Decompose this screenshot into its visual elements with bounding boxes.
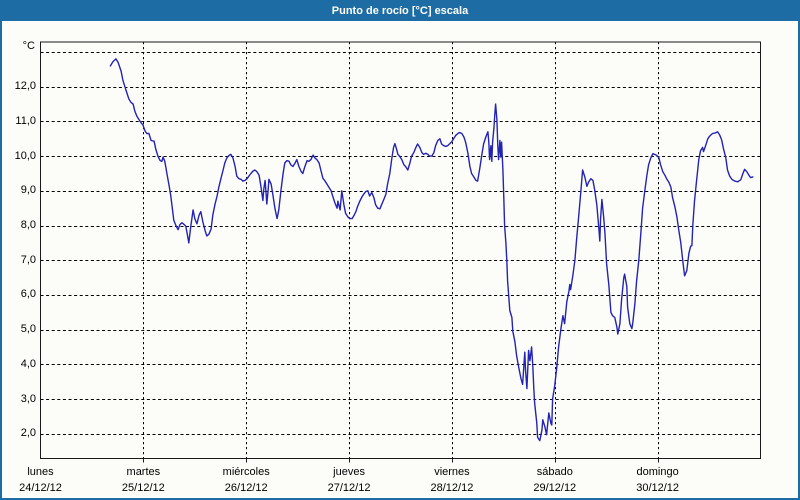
x-axis-date-label: 25/12/12 [121, 482, 165, 494]
x-axis-date-label: 26/12/12 [224, 482, 268, 494]
x-axis-date-label: 30/12/12 [636, 482, 680, 494]
vertical-gridlines [143, 42, 659, 459]
x-axis-date-label: 29/12/12 [533, 482, 577, 494]
x-axis-day-label: martes [126, 466, 161, 478]
horizontal-gridlines [40, 52, 761, 435]
x-axis-day-label: sábado [536, 466, 573, 478]
y-axis-unit-label: °C [22, 40, 35, 52]
x-axis-day-label: lunes [27, 466, 54, 478]
x-axis-day-label: domingo [636, 466, 679, 478]
x-axis-date-label: 27/12/12 [327, 482, 371, 494]
y-axis-tick-label: 10,0 [14, 149, 36, 162]
y-axis-tick-label: 4,0 [20, 357, 36, 370]
y-axis-tick-label: 7,0 [20, 253, 36, 266]
chart-title: Punto de rocío [°C] escala [331, 5, 469, 17]
x-axis-day-label: viernes [434, 466, 470, 478]
y-axis-tick-label: 5,0 [20, 323, 36, 336]
title-bar: Punto de rocío [°C] escala [2, 2, 798, 21]
y-axis-tick-label: 9,0 [20, 184, 36, 197]
y-axis-tick-label: 2,0 [20, 427, 36, 440]
x-axis-date-label: 28/12/12 [430, 482, 474, 494]
plot-border [40, 41, 761, 459]
y-axis-tick-label: 3,0 [20, 392, 36, 405]
x-axis-day-label: jueves [333, 466, 365, 478]
dew-point-series-line [109, 58, 754, 442]
x-axis-day-label: miércoles [222, 466, 270, 478]
x-axis-ticks [143, 458, 659, 463]
y-axis-tick-label: 12,0 [14, 80, 36, 93]
y-axis-tick-label: 8,0 [20, 219, 36, 231]
y-axis-tick-label: 6,0 [20, 288, 36, 301]
x-axis-date-label: 24/12/12 [19, 482, 62, 494]
y-axis-tick-label: 11,0 [15, 114, 36, 127]
